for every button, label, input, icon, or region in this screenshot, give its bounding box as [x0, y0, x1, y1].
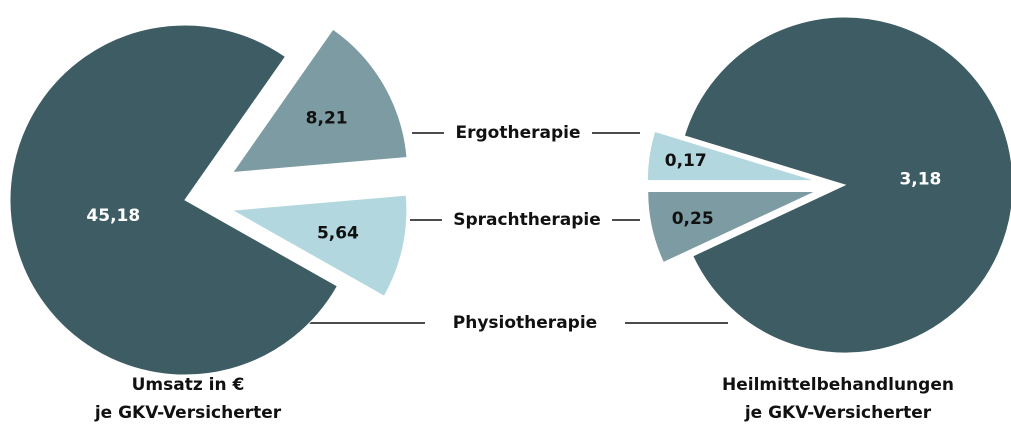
value-label: 8,21: [306, 108, 348, 128]
category-label: Sprachtherapie: [453, 210, 601, 230]
chart-title: je GKV-Versicherter: [94, 403, 282, 423]
category-label: Physiotherapie: [453, 313, 597, 333]
chart-title: Heilmittelbehandlungen: [722, 375, 954, 395]
pie-slice: [230, 194, 408, 297]
pie-slice: [646, 130, 816, 182]
value-label: 0,25: [672, 209, 714, 229]
value-label: 3,18: [899, 170, 941, 190]
value-label: 45,18: [86, 206, 140, 226]
chart-title: Umsatz in €: [132, 375, 245, 395]
pie-slice: [9, 24, 339, 376]
value-label: 0,17: [665, 151, 707, 171]
value-label: 5,64: [317, 223, 359, 243]
chart-title: je GKV-Versicherter: [744, 403, 932, 423]
pie-slice: [231, 28, 408, 174]
pie-slice: [647, 190, 816, 264]
pie-slice: [683, 16, 1011, 354]
category-label: Ergotherapie: [456, 123, 581, 143]
